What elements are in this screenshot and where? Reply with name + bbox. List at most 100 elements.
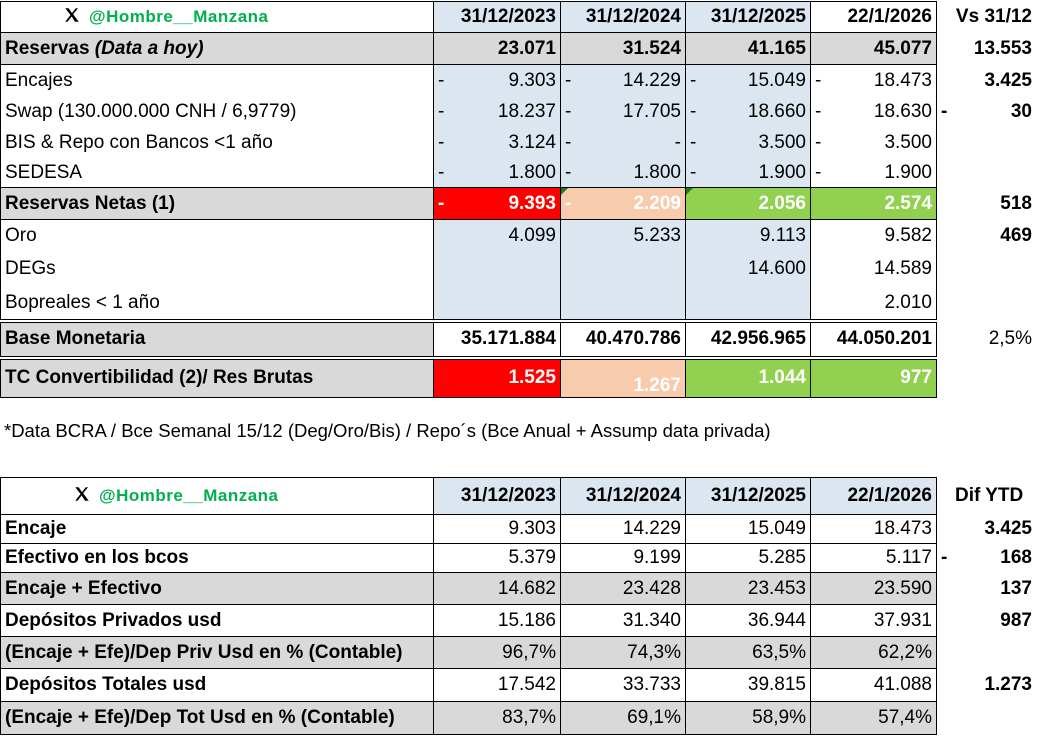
vs-cell: 3.425 — [984, 69, 1032, 91]
cell: 2.010 — [810, 286, 937, 321]
table-row: Depósitos Privados usd 15.186 31.340 36.944… — [0, 604, 1037, 637]
row-label: Depósitos Totales usd — [0, 668, 434, 702]
cell: - 17.705 — [560, 96, 686, 128]
vs-cell — [937, 159, 1037, 188]
table-row: Encaje + Efectivo 14.682 23.428 23.453 23.59… — [0, 572, 1037, 605]
value: 2.056 — [758, 192, 806, 214]
label-reservas-netas: Reservas Netas (1) — [0, 187, 434, 220]
x-logo-icon — [65, 8, 79, 22]
label-tc-convertibilidad: TC Convertibilidad (2)/ Res Brutas — [0, 355, 434, 398]
table-row: Efectivo en los bcos 5.379 9.199 5.285 5.117… — [0, 543, 1037, 573]
cell: 5.233 — [560, 219, 686, 252]
value: 987 — [1000, 609, 1032, 631]
value: 3.425 — [984, 518, 1032, 539]
row-swap: Swap (130.000.000 CNH / 6,9779) -18.237 … — [0, 96, 1037, 128]
cell: 2.056 — [685, 187, 811, 220]
value: 1.800 — [508, 161, 556, 183]
header-date-2023: 31/12/2023 — [433, 1, 561, 33]
value: 137 — [1000, 577, 1032, 599]
value: 168 — [1000, 547, 1032, 568]
cell: 14.682 — [433, 572, 561, 605]
cell: 31.340 — [560, 604, 686, 637]
dash: - — [941, 547, 948, 568]
dash: - — [815, 101, 822, 122]
row-label: Encaje + Efectivo — [0, 572, 434, 605]
dif-cell: 1.273 — [937, 669, 1037, 702]
dif-cell: - 168 — [937, 544, 1037, 573]
cell: - 1.800 — [433, 158, 561, 188]
dif-cell: 137 — [937, 573, 1037, 605]
cell: 35.171.884 — [433, 318, 561, 358]
value: 18.630 — [873, 101, 932, 122]
label-bis: BIS & Repo con Bancos <1 año — [0, 127, 434, 159]
handle-cell: @Hombre__Manzana — [0, 477, 434, 515]
cell: 23.453 — [685, 572, 811, 605]
row-tc-convertibilidad: TC Convertibilidad (2)/ Res Brutas 1.525… — [0, 355, 1037, 398]
value: 18.473 — [873, 69, 932, 91]
cell: 44.050.201 — [810, 318, 937, 358]
table-row: (Encaje + Efe)/Dep Priv Usd en % (Contab… — [0, 636, 1037, 669]
value: 18.660 — [747, 101, 806, 122]
cell: 9.199 — [560, 543, 686, 573]
header-date-2025: 31/12/2025 — [685, 477, 811, 515]
dash: - — [690, 132, 697, 153]
label-sedesa: SEDESA — [0, 158, 434, 188]
cell: 5.117 — [810, 543, 937, 573]
vs-cell: 469 — [1000, 224, 1032, 246]
cell: 96,7% — [433, 636, 561, 669]
cell: - 2.209 — [560, 187, 686, 220]
label-encajes: Encajes — [0, 64, 434, 97]
value: 18.237 — [497, 101, 556, 122]
label-reservas-italic: (Data a hoy) — [94, 37, 204, 59]
dash: - — [815, 69, 822, 91]
x-logo-icon — [75, 487, 89, 501]
cell: 9.113 — [685, 219, 811, 252]
dash: - — [815, 161, 822, 183]
cell — [560, 286, 686, 321]
cell — [433, 251, 561, 287]
row-bis: BIS & Repo con Bancos <1 año -3.124 -- -… — [0, 127, 1037, 159]
cell: - 14.229 — [560, 64, 686, 97]
vs-cell — [937, 287, 1037, 321]
handle-cell: @Hombre__Manzana — [0, 1, 434, 33]
cell: 14.229 — [560, 514, 686, 544]
dash: - — [815, 132, 822, 153]
dash: - — [438, 132, 445, 153]
value: 1.900 — [884, 161, 932, 183]
value: 30 — [1010, 101, 1032, 122]
value: 15.049 — [747, 69, 806, 91]
cell: 5.285 — [685, 543, 811, 573]
cell: - 3.500 — [685, 127, 811, 159]
dif-cell — [937, 702, 1037, 735]
cell: 9.303 — [433, 514, 561, 544]
value: 9.303 — [508, 69, 556, 91]
header-dif-ytd: Dif YTD — [955, 485, 1024, 506]
deposits-table-body: Encaje 9.303 14.229 15.049 18.473 3.425 Efecti… — [0, 514, 1037, 735]
cell: 5.379 — [433, 543, 561, 573]
cell: 37.931 — [810, 604, 937, 637]
row-encajes: Encajes -9.303 -14.229 -15.049 -18.473 3… — [0, 64, 1037, 97]
vs-cell: 13.553 — [973, 37, 1032, 59]
flag-marker — [561, 188, 568, 195]
dash: - — [690, 69, 697, 91]
table-row: Encaje 9.303 14.229 15.049 18.473 3.425 — [0, 514, 1037, 544]
row-sedesa: SEDESA -1.800 -1.800 -1.900 -1.900 — [0, 158, 1037, 188]
cell: 69,1% — [560, 701, 686, 735]
deposits-table: @Hombre__Manzana 31/12/2023 31/12/2024 3… — [0, 477, 1037, 735]
label-base-monetaria: Base Monetaria — [0, 318, 434, 358]
row-degs: DEGs 14.600 14.589 — [0, 251, 1037, 287]
flag-marker — [686, 188, 693, 195]
cell: 63,5% — [685, 636, 811, 669]
vs-cell: 518 — [1000, 192, 1032, 214]
row-reservas: Reservas (Data a hoy) 23.071 31.524 41.1… — [0, 32, 1037, 65]
table-row: (Encaje + Efe)/Dep Tot Usd en % (Contabl… — [0, 701, 1037, 735]
row-label: (Encaje + Efe)/Dep Tot Usd en % (Contabl… — [0, 701, 434, 735]
row-label: Depósitos Privados usd — [0, 604, 434, 637]
cell: - 18.473 — [810, 64, 937, 97]
cell: - 18.660 — [685, 96, 811, 128]
cell: 58,9% — [685, 701, 811, 735]
cell: 36.944 — [685, 604, 811, 637]
vs-cell — [937, 358, 1037, 398]
cell: 42.956.965 — [685, 318, 811, 358]
cell: 31.524 — [560, 32, 686, 65]
